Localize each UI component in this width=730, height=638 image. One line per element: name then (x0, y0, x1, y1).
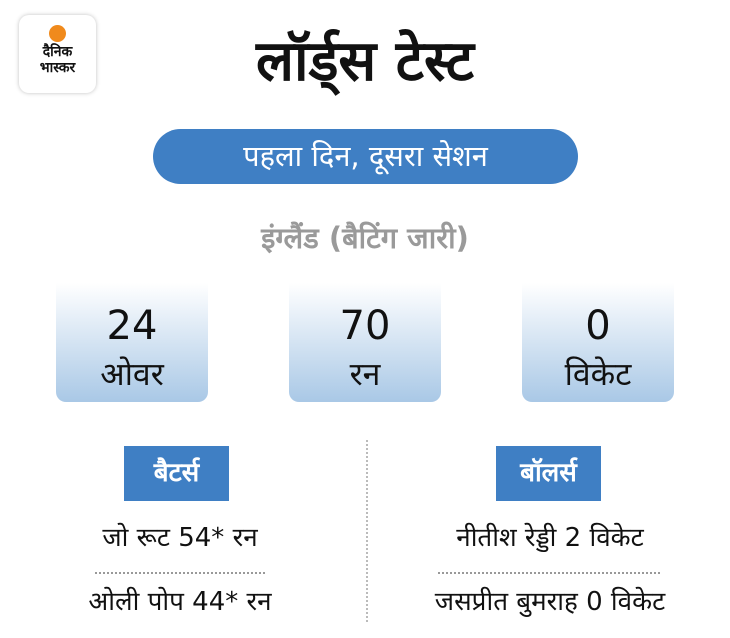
session-badge: पहला दिन, दूसरा सेशन (153, 129, 578, 184)
logo-line-1: दैनिक (42, 44, 73, 60)
bowler-row: जसप्रीत बुमराह 0 विकेट (434, 587, 666, 617)
logo-line-2: भास्कर (39, 60, 76, 76)
row-separator (95, 572, 265, 574)
batter-row: जो रूट 54* रन (102, 523, 258, 553)
stat-label: ओवर (100, 355, 164, 393)
batters-heading: बैटर्स (124, 446, 229, 501)
stat-label: रन (349, 355, 381, 393)
dainik-bhaskar-logo: दैनिक भास्कर (19, 15, 96, 93)
stat-overs: 24 ओवर (56, 283, 208, 402)
team-status: इंग्लैंड (बैटिंग जारी) (261, 221, 469, 255)
bowlers-heading: बॉलर्स (496, 446, 601, 501)
stat-runs: 70 रन (289, 283, 441, 402)
batter-row: ओली पोप 44* रन (88, 587, 272, 617)
stat-value: 70 (339, 303, 391, 349)
sun-icon (49, 25, 66, 42)
row-separator (438, 572, 660, 574)
bowler-row: नीतीश रेड्डी 2 विकेट (456, 523, 644, 553)
page-title: लॉर्ड्स टेस्ट (255, 29, 475, 94)
stat-label: विकेट (564, 355, 632, 393)
column-divider (366, 440, 368, 622)
stat-value: 0 (585, 303, 611, 349)
stat-value: 24 (106, 303, 158, 349)
stat-wickets: 0 विकेट (522, 283, 674, 402)
